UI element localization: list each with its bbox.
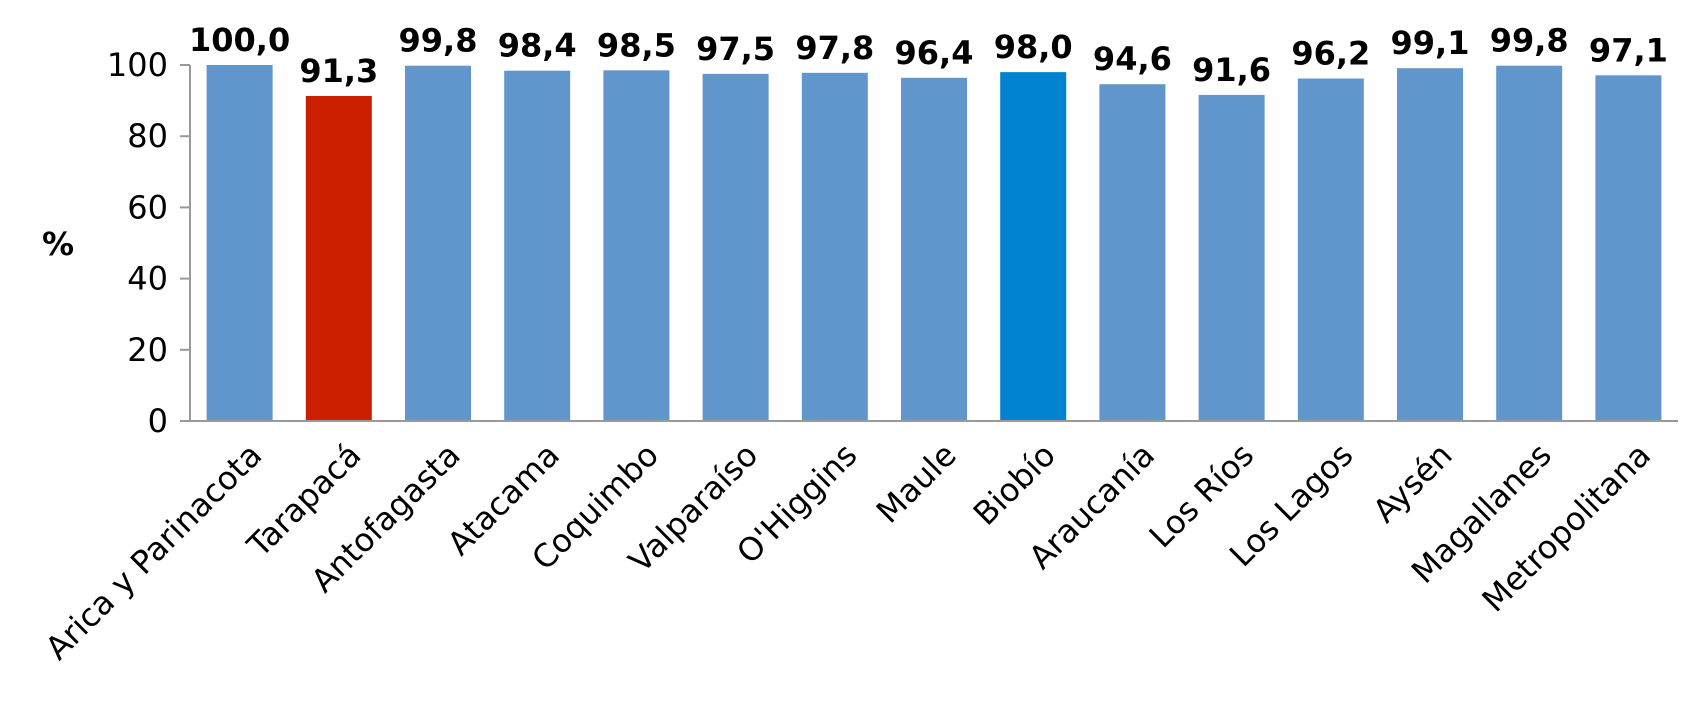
category-label-0: Arica y Parinacota — [38, 436, 269, 667]
data-label-9: 94,6 — [1093, 40, 1172, 78]
y-tick-label: 40 — [127, 260, 168, 298]
y-tick-label: 80 — [127, 117, 168, 155]
y-axis: 0 20 40 60 80 100 — [107, 46, 190, 440]
data-label-2: 99,8 — [399, 22, 478, 60]
category-label-8: Biobío — [966, 436, 1063, 533]
bar-3 — [504, 70, 571, 422]
category-label-7: Maule — [869, 436, 964, 531]
y-tick-label: 60 — [127, 188, 168, 226]
data-label-14: 97,1 — [1589, 31, 1668, 69]
data-label-8: 98,0 — [994, 28, 1073, 66]
bar-10 — [1198, 94, 1265, 422]
y-tick-label: 20 — [127, 331, 168, 369]
bar-9 — [1099, 84, 1166, 421]
bar-1 — [305, 95, 372, 422]
data-label-12: 99,1 — [1391, 24, 1470, 62]
bar-11 — [1297, 78, 1364, 421]
bar-6 — [801, 72, 868, 421]
data-label-1: 91,3 — [299, 52, 378, 90]
data-label-0: 100,0 — [189, 21, 290, 59]
bar-13 — [1496, 65, 1563, 421]
data-label-11: 96,2 — [1291, 35, 1370, 73]
data-labels: 100,091,3 99,8 98,4 98,5 97,5 97,8 96,4 98,0 94,… — [189, 21, 1668, 90]
category-label-12: Aysén — [1365, 436, 1459, 530]
bar-5 — [702, 73, 769, 422]
data-label-7: 96,4 — [895, 34, 974, 72]
bar-7 — [901, 77, 967, 421]
y-tick-label: 0 — [148, 402, 168, 440]
bar-12 — [1397, 68, 1463, 421]
data-label-5: 97,5 — [696, 30, 775, 68]
category-label-14: Metropolitana — [1474, 436, 1658, 620]
bar-8 — [1000, 72, 1067, 422]
bar-2 — [405, 65, 471, 421]
data-label-13: 99,8 — [1490, 22, 1569, 60]
bar-4 — [603, 70, 670, 421]
y-axis-title: % — [42, 225, 74, 263]
data-label-6: 97,8 — [795, 29, 874, 67]
category-labels: Arica y ParinacotaTarapacáAntofagastaAta… — [38, 436, 1658, 667]
bar-14 — [1595, 75, 1662, 421]
data-label-4: 98,5 — [597, 26, 676, 64]
bars — [206, 65, 1662, 422]
data-label-10: 91,6 — [1192, 51, 1271, 89]
data-label-3: 98,4 — [498, 27, 577, 65]
y-tick-label: 100 — [107, 46, 168, 84]
bar-0 — [206, 65, 273, 421]
